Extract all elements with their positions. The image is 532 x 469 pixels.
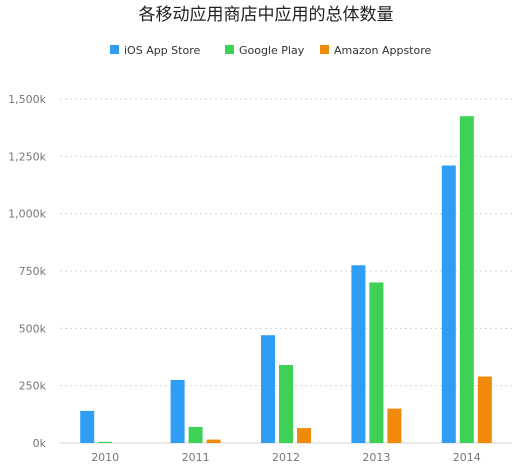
legend-label: Google Play: [239, 44, 305, 57]
y-tick-label: 1,250k: [8, 150, 46, 163]
bar-2010-0: [80, 410, 95, 443]
legend-swatch: [320, 45, 329, 54]
y-axis: 0k 250k 500k 750k 1,000k 1,250k 1,500k: [8, 93, 46, 450]
bar-2014-0: [441, 165, 456, 444]
legend-label: Amazon Appstore: [334, 44, 431, 57]
x-tick-label: 2010: [91, 451, 119, 464]
bar-2013-2: [387, 408, 402, 443]
bar-2014-2: [477, 376, 492, 443]
grid: [60, 98, 512, 444]
bar-2011-1: [188, 426, 203, 443]
bar-2013-0: [351, 265, 366, 443]
bar-2013-1: [369, 282, 384, 443]
y-tick-label: 750k: [19, 265, 47, 278]
bar-2010-1: [98, 441, 113, 443]
y-tick-label: 500k: [19, 322, 47, 335]
x-tick-label: 2013: [362, 451, 390, 464]
bar-2012-1: [279, 365, 293, 443]
bar-2012-2: [297, 428, 311, 443]
bar-2012-0: [261, 335, 275, 443]
chart-title: 各移动应用商店中应用的总体数量: [139, 5, 394, 25]
y-tick-label: 1,500k: [8, 93, 46, 106]
y-tick-label: 1,000k: [8, 208, 46, 221]
bars: [80, 116, 492, 444]
legend-swatch: [110, 45, 119, 54]
legend-swatch: [225, 45, 234, 54]
y-tick-label: 250k: [19, 380, 47, 393]
x-tick-label: 2011: [182, 451, 210, 464]
bar-2011-2: [206, 439, 221, 443]
legend-label: iOS App Store: [124, 44, 200, 57]
x-axis: 2010 2011 2012 2013 2014: [91, 451, 481, 464]
bar-2014-1: [459, 116, 474, 443]
legend: iOS App Store Google Play Amazon Appstore: [110, 44, 431, 57]
x-tick-label: 2012: [272, 451, 300, 464]
x-tick-label: 2014: [453, 451, 481, 464]
bar-2011-0: [170, 379, 185, 443]
y-tick-label: 0k: [33, 437, 47, 450]
